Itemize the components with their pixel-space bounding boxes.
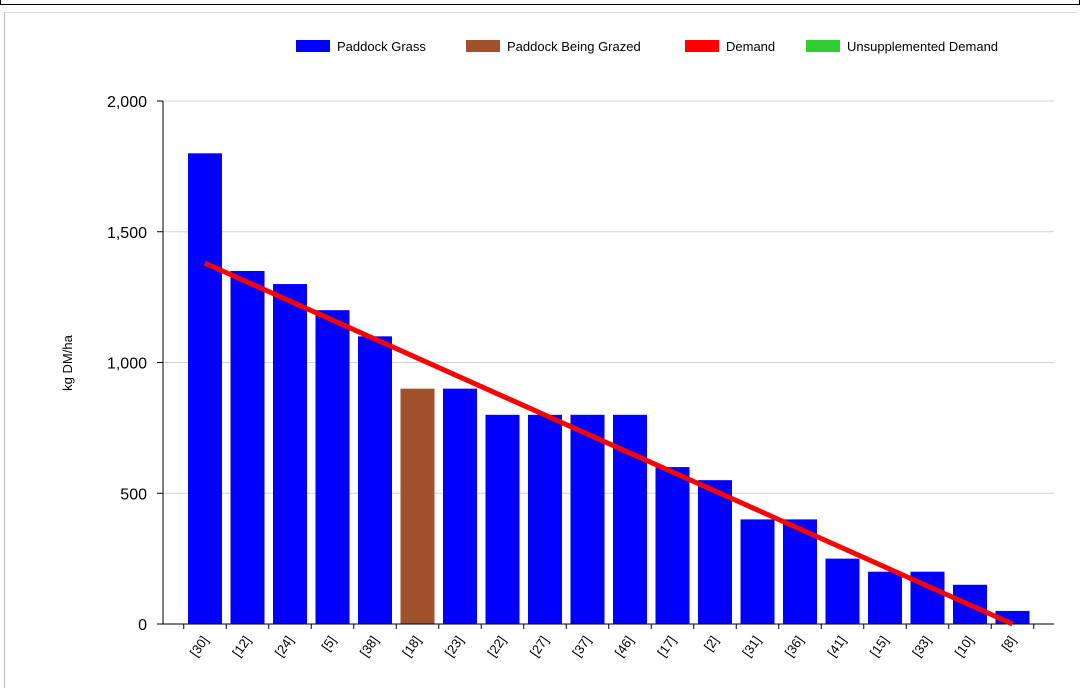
x-tick-label-12: [12] bbox=[229, 633, 254, 659]
y-tick-label-0: 0 bbox=[138, 617, 147, 634]
x-tick-label-22: [22] bbox=[484, 633, 509, 659]
legend-item-paddock-grass: Paddock Grass bbox=[296, 38, 426, 54]
bar-18 bbox=[400, 388, 435, 624]
x-tick-label-8: [8] bbox=[998, 633, 1019, 653]
x-tick-label-38: [38] bbox=[357, 633, 382, 659]
x-tick-label-5: [5] bbox=[318, 633, 339, 653]
legend-item-unsupplemented-demand: Unsupplemented Demand bbox=[806, 38, 998, 54]
x-tick-label-15: [15] bbox=[867, 633, 892, 659]
x-tick-label-23: [23] bbox=[442, 633, 467, 659]
legend-label-unsupplemented-demand: Unsupplemented Demand bbox=[847, 38, 999, 54]
x-tick-label-10: [10] bbox=[952, 633, 977, 659]
bar-17 bbox=[655, 467, 690, 624]
demand-line-group bbox=[203, 260, 1014, 627]
bar-12 bbox=[230, 270, 265, 624]
y-tick-label-2000: 2,000 bbox=[107, 94, 147, 111]
bar-31 bbox=[740, 519, 775, 624]
bar-41 bbox=[825, 558, 860, 624]
chart-frame bbox=[4, 12, 1078, 688]
legend-swatch-demand bbox=[685, 40, 719, 52]
bar-5 bbox=[315, 310, 350, 624]
x-tick-label-36: [36] bbox=[782, 633, 807, 659]
bar-27 bbox=[528, 414, 562, 624]
x-tick-label-30: [30] bbox=[187, 633, 212, 659]
legend-swatch-paddock-being-grazed bbox=[466, 40, 500, 52]
x-tick-label-18: [18] bbox=[399, 633, 424, 659]
bar-37 bbox=[570, 414, 605, 624]
x-tick-label-33: [33] bbox=[909, 633, 934, 659]
x-tick-label-17: [17] bbox=[654, 633, 679, 659]
legend-item-paddock-being-grazed: Paddock Being Grazed bbox=[466, 38, 641, 54]
bars bbox=[188, 153, 1030, 625]
y-tick-label-500: 500 bbox=[120, 486, 147, 503]
x-tick-label-37: [37] bbox=[569, 633, 594, 659]
y-tick-label-1000: 1,000 bbox=[107, 356, 147, 373]
y-axis-label: kg DM/ha bbox=[60, 334, 75, 390]
demand-line bbox=[203, 260, 1014, 627]
x-tick-label-41: [41] bbox=[824, 633, 849, 659]
x-tick-labels: [30] [12] [24] [5] [38] [18] [23] [22] [27] [37] [… bbox=[187, 633, 1019, 659]
bar-38 bbox=[358, 336, 392, 624]
bar-2 bbox=[698, 480, 732, 624]
gridlines bbox=[163, 100, 1054, 494]
legend-label-paddock-being-grazed: Paddock Being Grazed bbox=[507, 38, 641, 54]
bar-15 bbox=[868, 571, 902, 624]
legend-label-paddock-grass: Paddock Grass bbox=[337, 38, 426, 54]
y-tick-labels: 0 500 1,000 1,500 2,000 bbox=[107, 94, 147, 634]
x-tick-label-24: [24] bbox=[272, 633, 297, 659]
x-tick-label-2: [2] bbox=[701, 633, 722, 653]
bar-30 bbox=[188, 153, 222, 625]
x-tick-label-46: [46] bbox=[612, 633, 637, 659]
x-tick-label-31: [31] bbox=[739, 633, 764, 659]
bar-22 bbox=[485, 414, 520, 624]
axes bbox=[157, 100, 1054, 629]
bar-24 bbox=[273, 284, 307, 624]
legend-item-demand: Demand bbox=[685, 38, 775, 54]
legend-swatch-unsupplemented-demand bbox=[806, 40, 840, 52]
bar-23 bbox=[443, 388, 477, 624]
legend-swatch-paddock-grass bbox=[296, 40, 330, 52]
legend-label-demand: Demand bbox=[726, 38, 776, 54]
x-tick-label-27: [27] bbox=[527, 633, 552, 659]
y-tick-label-1500: 1,500 bbox=[107, 225, 147, 242]
